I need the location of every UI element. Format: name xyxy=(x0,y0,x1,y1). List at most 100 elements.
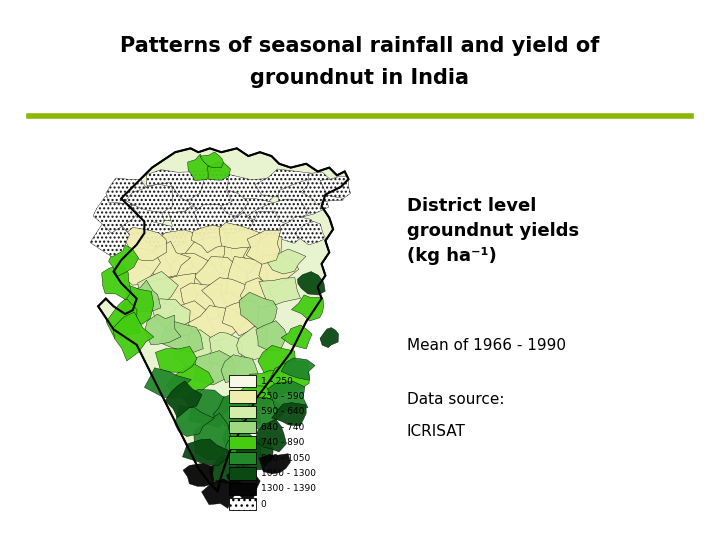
Polygon shape xyxy=(202,479,240,508)
Polygon shape xyxy=(236,436,273,470)
Text: 890 - 1050: 890 - 1050 xyxy=(261,454,310,463)
Polygon shape xyxy=(184,389,240,428)
Polygon shape xyxy=(209,333,243,367)
Text: 1 - 250: 1 - 250 xyxy=(261,376,292,386)
Polygon shape xyxy=(90,220,130,257)
Bar xyxy=(229,436,256,449)
Text: 250 - 590: 250 - 590 xyxy=(261,392,304,401)
Text: 1300 - 1390: 1300 - 1390 xyxy=(261,484,315,494)
Polygon shape xyxy=(246,200,309,232)
Polygon shape xyxy=(106,178,150,206)
Text: Mean of 1966 - 1990: Mean of 1966 - 1990 xyxy=(407,338,566,353)
Polygon shape xyxy=(246,230,281,264)
Polygon shape xyxy=(168,206,217,237)
Polygon shape xyxy=(240,278,278,307)
Text: Data source:: Data source: xyxy=(407,392,504,407)
Polygon shape xyxy=(255,419,287,452)
Text: 0: 0 xyxy=(261,500,266,509)
Polygon shape xyxy=(157,230,206,274)
Polygon shape xyxy=(188,306,247,341)
Polygon shape xyxy=(320,328,338,348)
Polygon shape xyxy=(281,325,312,349)
Polygon shape xyxy=(166,364,214,399)
Polygon shape xyxy=(188,154,212,180)
Polygon shape xyxy=(166,301,215,339)
Polygon shape xyxy=(171,253,223,295)
Polygon shape xyxy=(186,237,235,277)
Polygon shape xyxy=(222,198,277,231)
Bar xyxy=(229,483,256,495)
Polygon shape xyxy=(113,312,154,361)
Polygon shape xyxy=(301,172,343,205)
Bar xyxy=(229,498,256,510)
Text: groundnut in India: groundnut in India xyxy=(251,68,469,89)
Polygon shape xyxy=(147,273,197,306)
Polygon shape xyxy=(255,169,323,200)
Polygon shape xyxy=(221,355,259,382)
Polygon shape xyxy=(207,162,230,180)
Polygon shape xyxy=(278,178,328,218)
Polygon shape xyxy=(109,244,138,276)
Bar xyxy=(229,452,256,464)
Polygon shape xyxy=(235,386,275,411)
Polygon shape xyxy=(243,233,282,264)
Polygon shape xyxy=(268,249,306,274)
Bar xyxy=(229,375,256,387)
Polygon shape xyxy=(123,227,166,261)
Bar xyxy=(229,390,256,403)
Polygon shape xyxy=(135,183,194,221)
Polygon shape xyxy=(175,406,215,436)
Polygon shape xyxy=(278,216,315,244)
Polygon shape xyxy=(145,368,192,399)
Polygon shape xyxy=(174,330,223,372)
Polygon shape xyxy=(194,413,230,460)
Polygon shape xyxy=(267,381,308,411)
Polygon shape xyxy=(122,285,154,325)
Polygon shape xyxy=(220,230,259,277)
Text: 1050 - 1300: 1050 - 1300 xyxy=(261,469,315,478)
Polygon shape xyxy=(146,170,204,201)
Polygon shape xyxy=(224,212,261,244)
Polygon shape xyxy=(181,283,228,320)
Polygon shape xyxy=(244,370,286,399)
Bar xyxy=(229,406,256,418)
Polygon shape xyxy=(226,256,268,299)
Polygon shape xyxy=(151,299,190,332)
Text: 740 - 890: 740 - 890 xyxy=(261,438,304,447)
Polygon shape xyxy=(227,467,260,500)
Polygon shape xyxy=(210,454,249,484)
Polygon shape xyxy=(194,350,235,385)
Polygon shape xyxy=(102,266,131,300)
Text: District level
groundnut yields
(kg ha⁻¹): District level groundnut yields (kg ha⁻¹… xyxy=(407,197,579,265)
Polygon shape xyxy=(122,248,161,285)
Polygon shape xyxy=(122,202,164,237)
Polygon shape xyxy=(93,197,138,233)
Polygon shape xyxy=(294,221,325,245)
Polygon shape xyxy=(237,326,268,360)
Polygon shape xyxy=(98,148,348,491)
Polygon shape xyxy=(282,358,315,380)
Polygon shape xyxy=(256,321,287,350)
Text: ICRISAT: ICRISAT xyxy=(407,424,466,439)
Polygon shape xyxy=(145,314,181,345)
Polygon shape xyxy=(297,272,325,295)
Text: Patterns of seasonal rainfall and yield of: Patterns of seasonal rainfall and yield … xyxy=(120,36,600,56)
Polygon shape xyxy=(134,241,191,280)
Polygon shape xyxy=(142,221,187,251)
Polygon shape xyxy=(183,463,215,487)
Polygon shape xyxy=(196,188,248,226)
Bar xyxy=(229,467,256,480)
Polygon shape xyxy=(219,222,261,248)
Polygon shape xyxy=(182,439,231,466)
Bar xyxy=(229,421,256,434)
Polygon shape xyxy=(259,278,300,305)
Polygon shape xyxy=(292,295,324,321)
Polygon shape xyxy=(202,278,247,323)
Polygon shape xyxy=(259,454,290,474)
Polygon shape xyxy=(258,254,299,289)
Polygon shape xyxy=(320,176,351,198)
Text: 640 - 740: 640 - 740 xyxy=(261,423,304,432)
Polygon shape xyxy=(200,152,224,168)
Polygon shape xyxy=(165,381,202,418)
Polygon shape xyxy=(129,280,161,312)
